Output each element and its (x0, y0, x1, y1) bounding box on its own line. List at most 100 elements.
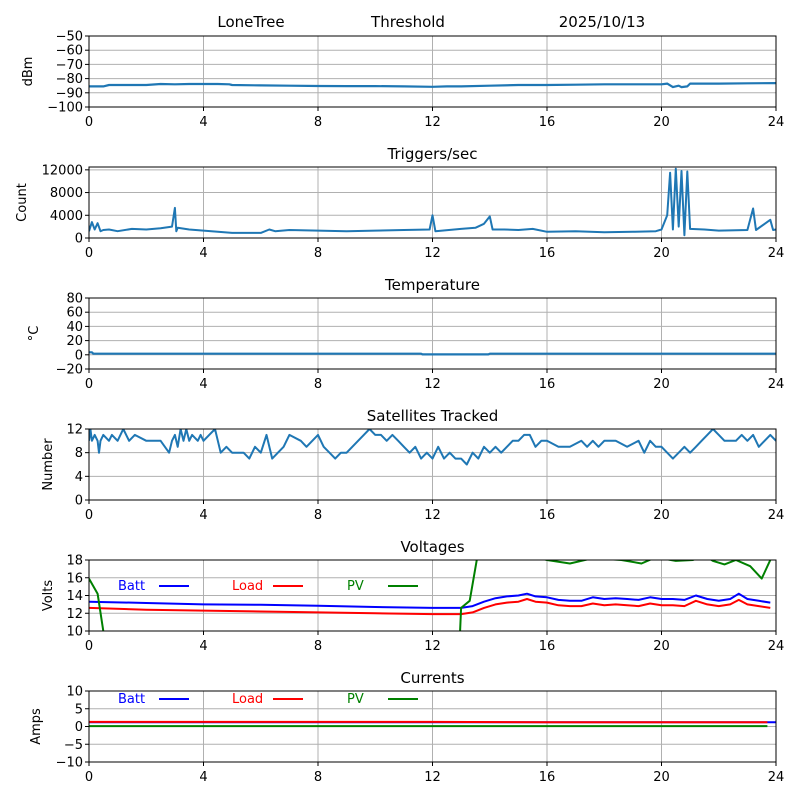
legend-label: Load (232, 692, 263, 707)
x-tick-label: 20 (653, 639, 670, 654)
panel-voltages: 0 4 8 12 16 20 24 10 12 14 16 18 Voltages Volts Batt Lo… (41, 538, 784, 654)
x-tick-label: 0 (85, 115, 93, 130)
x-tick-label: 12 (424, 377, 441, 392)
y-tick-label: 8000 (50, 186, 83, 201)
legend-label: PV (347, 579, 364, 594)
x-tick-label: 8 (314, 246, 322, 261)
x-tick-label: 16 (539, 246, 556, 261)
y-tick-label: −20 (56, 363, 83, 378)
x-tick-label: 20 (653, 508, 670, 523)
x-tick-label: 0 (85, 377, 93, 392)
panel-triggers: 0 4 8 12 16 20 24 0 4000 8000 12000 Triggers/sec Cou… (15, 145, 784, 261)
x-tick-label: 4 (199, 246, 207, 261)
y-axis-label: Count (15, 183, 30, 222)
x-tick-label: 24 (768, 115, 785, 130)
x-tick-label: 24 (768, 246, 785, 261)
y-tick-label: 40 (66, 320, 83, 335)
x-tick-label: 8 (314, 377, 322, 392)
x-tick-label: 12 (424, 508, 441, 523)
series-line-batt (89, 592, 771, 609)
y-tick-label: 4000 (50, 209, 83, 224)
y-tick-label: 8 (75, 446, 83, 461)
x-tick-label: 8 (314, 770, 322, 785)
x-tick-label: 4 (199, 770, 207, 785)
legend-item-load: Load (232, 579, 303, 594)
y-tick-label: 10 (66, 685, 83, 700)
y-tick-label: 0 (75, 348, 83, 363)
legend-item-load: Load (232, 692, 303, 707)
y-tick-label: 5 (75, 702, 83, 717)
y-tick-label: 4 (75, 470, 83, 485)
y-tick-label: 14 (66, 589, 83, 604)
y-axis-label: Volts (41, 580, 56, 612)
x-tick-label: 4 (199, 508, 207, 523)
y-tick-label: 60 (66, 306, 83, 321)
x-tick-label: 16 (539, 639, 556, 654)
y-tick-label: −5 (64, 738, 83, 753)
y-tick-label: −100 (47, 101, 83, 116)
legend-item-batt: Batt (118, 692, 189, 707)
series-line-pv (89, 560, 772, 631)
x-tick-label: 24 (768, 377, 785, 392)
x-tick-label: 24 (768, 639, 785, 654)
y-tick-label: −70 (56, 58, 83, 73)
x-tick-label: 4 (199, 115, 207, 130)
panel-title: Currents (400, 669, 464, 687)
x-tick-label: 4 (199, 639, 207, 654)
y-tick-label: −90 (56, 86, 83, 101)
x-tick-label: 4 (199, 377, 207, 392)
panel-title: Temperature (384, 276, 480, 294)
y-axis-label: °C (27, 326, 42, 342)
x-tick-label: 8 (314, 115, 322, 130)
y-tick-label: 18 (66, 554, 83, 569)
y-tick-label: 20 (66, 334, 83, 349)
x-tick-label: 12 (424, 115, 441, 130)
y-axis-label: Amps (29, 708, 44, 745)
panel-rssi: 0 4 8 12 16 20 24 −100−90−80−70−60−50 dBm (21, 30, 784, 131)
y-tick-label: 12 (66, 607, 83, 622)
panel-title: Voltages (400, 538, 464, 556)
y-tick-label: −80 (56, 72, 83, 87)
legend-label: Load (232, 579, 263, 594)
y-tick-label: 0 (75, 494, 83, 509)
y-tick-label: 0 (75, 232, 83, 247)
y-tick-label: −60 (56, 44, 83, 59)
y-tick-label: 16 (66, 571, 83, 586)
x-tick-label: 16 (539, 770, 556, 785)
legend-item-pv: PV (347, 692, 418, 707)
x-tick-label: 20 (653, 246, 670, 261)
series-line-load (89, 598, 771, 616)
series-line-temperature (89, 351, 776, 356)
x-tick-label: 12 (424, 639, 441, 654)
x-tick-label: 20 (653, 115, 670, 130)
legend-item-pv: PV (347, 579, 418, 594)
legend-label: Batt (118, 579, 145, 594)
x-tick-label: 16 (539, 115, 556, 130)
panel-currents: 0 4 8 12 16 20 24 −10 −5 0 5 10 Currents Amps Batt Load… (29, 669, 784, 785)
legend-item-batt: Batt (118, 579, 189, 594)
y-tick-label: 10 (66, 625, 83, 640)
y-tick-label: 12000 (42, 163, 83, 178)
header-station: LoneTree (217, 13, 284, 31)
x-tick-label: 8 (314, 508, 322, 523)
series-line-satellites (89, 429, 776, 466)
x-tick-label: 24 (768, 770, 785, 785)
legend-label: PV (347, 692, 364, 707)
legend-label: Batt (118, 692, 145, 707)
y-axis-label: dBm (21, 57, 36, 87)
panel-title: Triggers/sec (387, 145, 478, 163)
y-tick-label: 0 (75, 720, 83, 735)
y-tick-label: 12 (66, 423, 83, 438)
x-tick-label: 12 (424, 246, 441, 261)
x-tick-label: 20 (653, 377, 670, 392)
panel-satellites: 0 4 8 12 16 20 24 0 4 8 12 Satellites Tracked Number (41, 407, 784, 523)
x-tick-label: 0 (85, 639, 93, 654)
x-tick-label: 8 (314, 639, 322, 654)
x-tick-label: 12 (424, 770, 441, 785)
x-tick-label: 16 (539, 508, 556, 523)
header-mode: Threshold (370, 13, 445, 31)
x-tick-label: 24 (768, 508, 785, 523)
header-date: 2025/10/13 (559, 13, 645, 31)
x-tick-label: 0 (85, 246, 93, 261)
